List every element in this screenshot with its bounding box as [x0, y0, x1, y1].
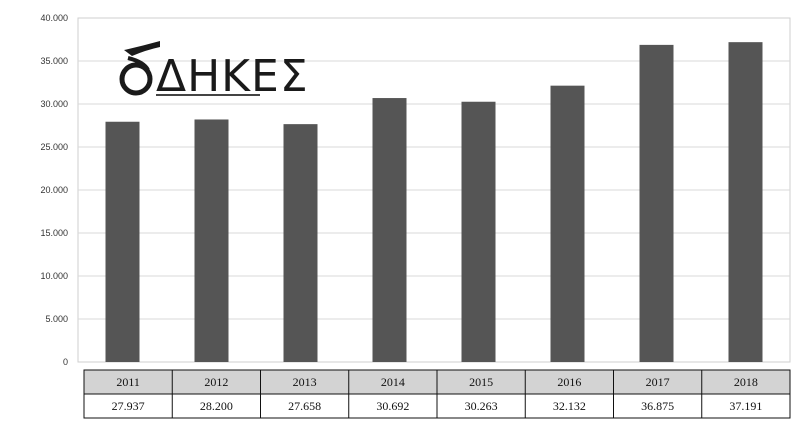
table-header-cell: 2017 — [646, 375, 670, 389]
bar-2015 — [461, 101, 496, 363]
table-value-cell: 30.692 — [376, 399, 409, 413]
table-value-cell: 37.191 — [729, 399, 762, 413]
table-value-cell: 32.132 — [553, 399, 586, 413]
y-tick-label: 25.000 — [40, 142, 68, 152]
table-header-cell: 2018 — [734, 375, 758, 389]
table-value-cell: 27.937 — [112, 399, 145, 413]
y-tick-label: 35.000 — [40, 56, 68, 66]
logo: ΔΗΚΕΣ — [119, 41, 309, 102]
bar-2016 — [550, 85, 585, 363]
bar-2018 — [728, 42, 763, 362]
table-header-cell: 2013 — [293, 375, 317, 389]
table-header-cell: 2016 — [557, 375, 581, 389]
bar-2013 — [283, 124, 318, 362]
table-header-cell: 2014 — [381, 375, 405, 389]
table-header-cell: 2011 — [116, 375, 140, 389]
table-header-cell: 2015 — [469, 375, 493, 389]
bar-2014 — [372, 98, 407, 362]
data-table: 2011 27.937 2012 28.200 2013 27.658 2014 30.692… — [83, 369, 791, 419]
y-tick-label: 30.000 — [40, 99, 68, 109]
bar-2017 — [639, 44, 674, 362]
table-value-cell: 28.200 — [200, 399, 233, 413]
logo-text: ΔΗΚΕΣ — [156, 51, 309, 102]
y-tick-label: 40.000 — [40, 13, 68, 23]
table-header-cell: 2012 — [204, 375, 228, 389]
table-value-cell: 30.263 — [465, 399, 498, 413]
y-tick-label: 20.000 — [40, 185, 68, 195]
logo-underline — [156, 94, 260, 96]
y-tick-label: 10.000 — [40, 271, 68, 281]
y-tick-label: 0 — [63, 357, 68, 367]
bars — [105, 42, 763, 363]
table-value-cell: 36.875 — [641, 399, 674, 413]
y-tick-label: 5.000 — [45, 314, 68, 324]
y-axis-ticks: 0 5.000 10.000 15.000 20.000 25.000 30.000 35.0… — [40, 13, 68, 367]
bar-2011 — [105, 121, 140, 363]
y-tick-label: 15.000 — [40, 228, 68, 238]
logo-emblem-icon — [119, 41, 160, 96]
table-value-cell: 27.658 — [288, 399, 321, 413]
bar-2012 — [194, 119, 229, 362]
